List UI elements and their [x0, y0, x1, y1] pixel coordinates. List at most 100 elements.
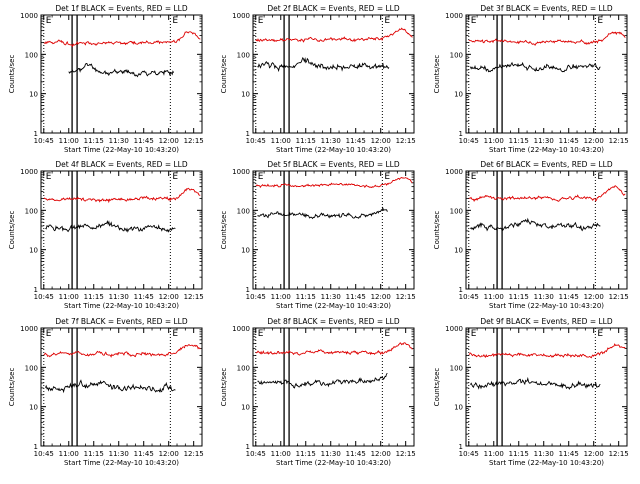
chart-panel-4: Det 4f BLACK = Events, RED = LLD 1 10 100 10… — [8, 160, 204, 310]
chart-panel-7: Det 7f BLACK = Events, RED = LLD 1 10 100 10… — [8, 317, 204, 467]
y-tick-label: 100 — [237, 207, 250, 215]
y-tick-label: 1 — [459, 443, 463, 451]
x-tick-label: 11:30 — [109, 450, 129, 458]
series-line-events — [469, 61, 601, 73]
x-tick-label: 11:45 — [134, 137, 154, 145]
x-tick-label: 11:15 — [509, 293, 529, 301]
y-tick-label: 10 — [29, 247, 38, 255]
x-tick-label: 11:30 — [534, 137, 554, 145]
event-marker-label: E — [471, 16, 477, 26]
x-tick-label: 12:15 — [184, 137, 204, 145]
event-marker-label: E — [597, 172, 603, 182]
event-marker-label: E — [384, 172, 390, 182]
series-line-events — [68, 63, 175, 78]
event-marker-label: E — [258, 16, 264, 26]
plot-frame — [252, 170, 415, 290]
x-tick-label: 11:45 — [559, 137, 579, 145]
plot-frame — [40, 327, 203, 447]
y-tick-label: 100 — [25, 364, 38, 372]
x-tick-label: 11:30 — [534, 450, 554, 458]
series-line-events — [44, 379, 176, 394]
y-tick-label: 100 — [25, 207, 38, 215]
x-tick-label: 12:15 — [396, 293, 416, 301]
x-tick-label: 11:00 — [59, 137, 79, 145]
x-axis-label: Start Time (22-May-10 10:43:20) — [64, 146, 179, 154]
x-axis-label: Start Time (22-May-10 10:43:20) — [64, 302, 179, 310]
chart-title: Det 8f BLACK = Events, RED = LLD — [267, 317, 400, 326]
y-tick-label: 10 — [454, 247, 463, 255]
event-marker-label: E — [258, 329, 264, 339]
y-tick-label: 1 — [459, 286, 463, 294]
x-tick-label: 12:15 — [396, 450, 416, 458]
series-line-events — [470, 376, 601, 390]
y-tick-label: 100 — [450, 364, 463, 372]
series-line-lld — [468, 31, 626, 46]
x-tick-label: 11:30 — [321, 137, 341, 145]
x-tick-label: 11:30 — [321, 293, 341, 301]
x-tick-label: 11:00 — [484, 293, 504, 301]
x-tick-label: 11:15 — [84, 293, 104, 301]
y-tick-label: 1 — [246, 443, 250, 451]
event-marker-label: E — [172, 16, 178, 26]
series-line-lld — [43, 344, 201, 358]
event-marker-label: E — [597, 329, 603, 339]
x-tick-label: 10:45 — [459, 293, 479, 301]
y-tick-label: 1 — [34, 443, 38, 451]
x-tick-label: 11:45 — [346, 137, 366, 145]
x-axis-label: Start Time (22-May-10 10:43:20) — [276, 459, 391, 467]
event-marker-label: E — [471, 329, 477, 339]
x-tick-label: 11:30 — [321, 450, 341, 458]
x-tick-label: 11:00 — [59, 293, 79, 301]
y-tick-label: 1 — [34, 286, 38, 294]
chart-panel-2: Det 2f BLACK = Events, RED = LLD 1 10 100 10… — [220, 4, 416, 154]
y-tick-label: 1000 — [445, 12, 463, 20]
y-tick-label: 100 — [450, 207, 463, 215]
x-tick-label: 11:30 — [109, 293, 129, 301]
y-tick-label: 1000 — [232, 12, 250, 20]
event-marker-label: E — [384, 16, 390, 26]
y-tick-label: 100 — [450, 51, 463, 59]
event-marker-label: E — [597, 16, 603, 26]
y-tick-label: 10 — [241, 404, 250, 412]
y-tick-label: 1 — [34, 130, 38, 138]
y-tick-label: 1 — [246, 286, 250, 294]
x-tick-label: 11:15 — [509, 450, 529, 458]
y-tick-label: 10 — [241, 247, 250, 255]
y-tick-label: 1000 — [232, 325, 250, 333]
y-axis-label: Counts/sec — [8, 55, 16, 94]
plot-frame — [465, 327, 628, 447]
y-axis-label: Counts/sec — [220, 55, 228, 94]
x-tick-label: 11:00 — [271, 293, 291, 301]
plot-frame — [252, 327, 415, 447]
y-tick-label: 10 — [454, 91, 463, 99]
x-tick-label: 11:15 — [296, 293, 316, 301]
x-tick-label: 12:00 — [584, 293, 604, 301]
x-axis-label: Start Time (22-May-10 10:43:20) — [489, 146, 604, 154]
x-tick-label: 11:45 — [559, 293, 579, 301]
series-line-lld — [468, 185, 626, 203]
y-tick-label: 1000 — [232, 168, 250, 176]
chart-panel-3: Det 3f BLACK = Events, RED = LLD 1 10 100 10… — [433, 4, 629, 154]
x-axis-label: Start Time (22-May-10 10:43:20) — [276, 146, 391, 154]
x-tick-label: 12:15 — [609, 293, 629, 301]
y-tick-label: 10 — [454, 404, 463, 412]
chart-title: Det 5f BLACK = Events, RED = LLD — [267, 160, 400, 169]
plot-frame — [252, 14, 415, 134]
y-axis-label: Counts/sec — [220, 368, 228, 407]
chart-title: Det 3f BLACK = Events, RED = LLD — [480, 4, 613, 13]
x-tick-label: 10:45 — [459, 137, 479, 145]
x-tick-label: 10:45 — [34, 450, 54, 458]
series-line-lld — [43, 187, 201, 204]
y-axis-label: Counts/sec — [8, 368, 16, 407]
chart-panel-9: Det 9f BLACK = Events, RED = LLD 1 10 100 10… — [433, 317, 629, 467]
x-tick-label: 11:00 — [484, 450, 504, 458]
x-tick-label: 11:15 — [296, 137, 316, 145]
chart-title: Det 7f BLACK = Events, RED = LLD — [55, 317, 188, 326]
chart-panel-5: Det 5f BLACK = Events, RED = LLD 1 10 100 10… — [220, 160, 416, 310]
plot-frame — [465, 170, 628, 290]
event-marker-label: E — [46, 16, 52, 26]
x-tick-label: 11:15 — [296, 450, 316, 458]
x-tick-label: 11:30 — [109, 137, 129, 145]
series-line-events — [257, 373, 388, 389]
